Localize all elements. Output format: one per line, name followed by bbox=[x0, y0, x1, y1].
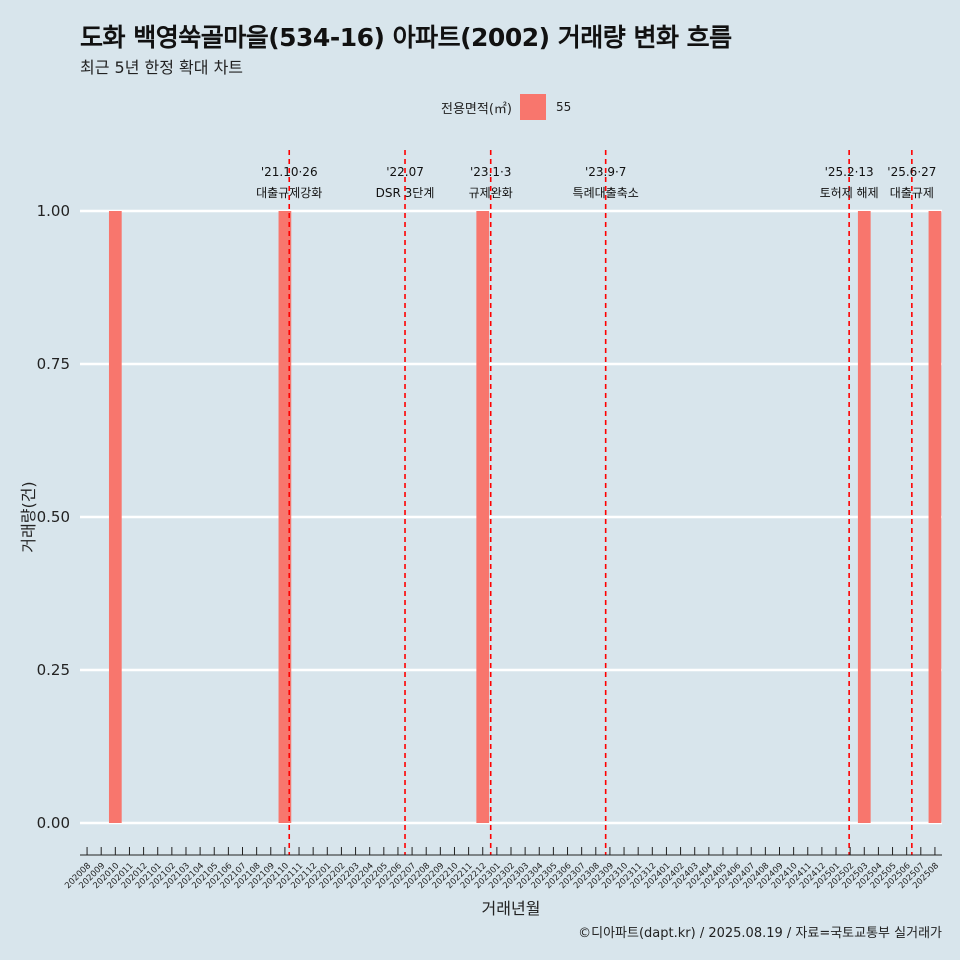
bar-202503 bbox=[857, 211, 871, 823]
event-desc-label: 대출규제강화 bbox=[256, 186, 322, 200]
chart-subtitle: 최근 5년 한정 확대 차트 bbox=[80, 58, 244, 77]
source-caption: ©디아파트(dapt.kr) / 2025.08.19 / 자료=국토교통부 실… bbox=[578, 926, 942, 941]
legend-entry-label: 55 bbox=[555, 100, 572, 114]
event-desc-label: 토허제 해제 bbox=[820, 186, 879, 200]
y-tick-label: 1.00 bbox=[37, 202, 70, 220]
y-tick-label: 0.75 bbox=[37, 355, 70, 373]
event-desc-label: 특례대출축소 bbox=[573, 186, 639, 200]
event-date-label: '22.07 bbox=[386, 165, 424, 179]
y-tick-label: 0.00 bbox=[37, 814, 70, 832]
event-date-label: '25.6·27 bbox=[887, 165, 936, 179]
legend: 전용면적(㎡) 55 bbox=[441, 94, 571, 120]
y-tick-label: 0.50 bbox=[37, 508, 70, 526]
bar-202110 bbox=[278, 211, 292, 823]
x-axis-label: 거래년월 bbox=[482, 899, 541, 918]
event-desc-label: 규제완화 bbox=[469, 186, 513, 200]
y-tick-label: 0.25 bbox=[37, 661, 70, 679]
y-axis-label: 거래량(건) bbox=[19, 481, 38, 552]
legend-title: 전용면적(㎡) bbox=[441, 101, 512, 117]
bar-202508 bbox=[928, 211, 942, 823]
event-desc-label: DSR 3단계 bbox=[376, 186, 435, 200]
legend-swatch bbox=[519, 94, 546, 120]
event-desc-label: 대출규제 bbox=[890, 186, 934, 200]
bar-202010 bbox=[108, 211, 122, 823]
bar-202212 bbox=[476, 211, 490, 823]
event-date-label: '23.1·3 bbox=[470, 165, 511, 179]
event-date-label: '23.9·7 bbox=[585, 165, 626, 179]
event-date-label: '21.10·26 bbox=[261, 165, 318, 179]
event-date-label: '25.2·13 bbox=[825, 165, 874, 179]
chart-title: 도화 백영쑥골마을(534-16) 아파트(2002) 거래량 변화 흐름 bbox=[80, 23, 732, 52]
